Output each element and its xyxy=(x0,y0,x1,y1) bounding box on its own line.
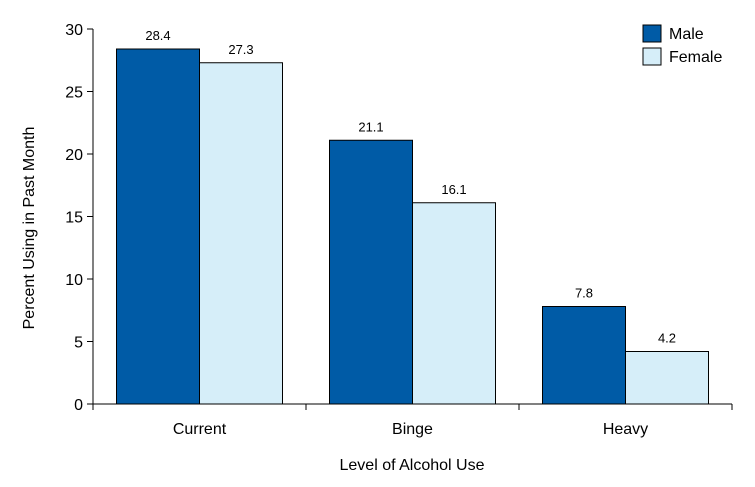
legend-label-male: Male xyxy=(669,26,704,43)
legend-swatch-male xyxy=(642,24,662,43)
legend-swatch-female xyxy=(642,47,662,66)
x-axis-title: Level of Alcohol Use xyxy=(340,457,485,474)
y-tick-label: 30 xyxy=(65,22,83,39)
y-tick-label: 15 xyxy=(65,210,83,227)
data-label: 28.4 xyxy=(145,28,170,43)
legend-label-female: Female xyxy=(669,49,722,66)
y-axis-title: Percent Using in Past Month xyxy=(21,127,38,330)
y-axis: 0 5 10 15 20 25 30 xyxy=(65,22,94,414)
bar-female-current xyxy=(199,62,283,405)
bar-male-heavy xyxy=(542,306,626,405)
bar-male-binge xyxy=(329,139,413,405)
y-tick-label: 10 xyxy=(65,272,83,289)
data-label: 21.1 xyxy=(358,119,383,134)
bars xyxy=(116,48,709,405)
data-labels: 28.4 27.3 21.1 16.1 7.8 4.2 xyxy=(145,28,676,346)
y-tick-label: 5 xyxy=(74,335,83,352)
y-tick-label: 0 xyxy=(74,397,83,414)
data-label: 4.2 xyxy=(658,331,676,346)
data-label: 16.1 xyxy=(441,182,466,197)
bar-female-heavy xyxy=(625,351,709,405)
x-tick-label: Current xyxy=(173,421,227,438)
bar-male-current xyxy=(116,48,200,405)
bar-female-binge xyxy=(412,202,496,405)
data-label: 7.8 xyxy=(575,286,593,301)
y-tick-label: 20 xyxy=(65,147,83,164)
x-tick-label: Heavy xyxy=(603,421,648,438)
x-tick-label: Binge xyxy=(392,421,433,438)
y-tick-label: 25 xyxy=(65,85,83,102)
x-axis: Current Binge Heavy xyxy=(92,403,733,438)
data-label: 27.3 xyxy=(228,42,253,57)
legend: Male Female xyxy=(642,24,722,66)
